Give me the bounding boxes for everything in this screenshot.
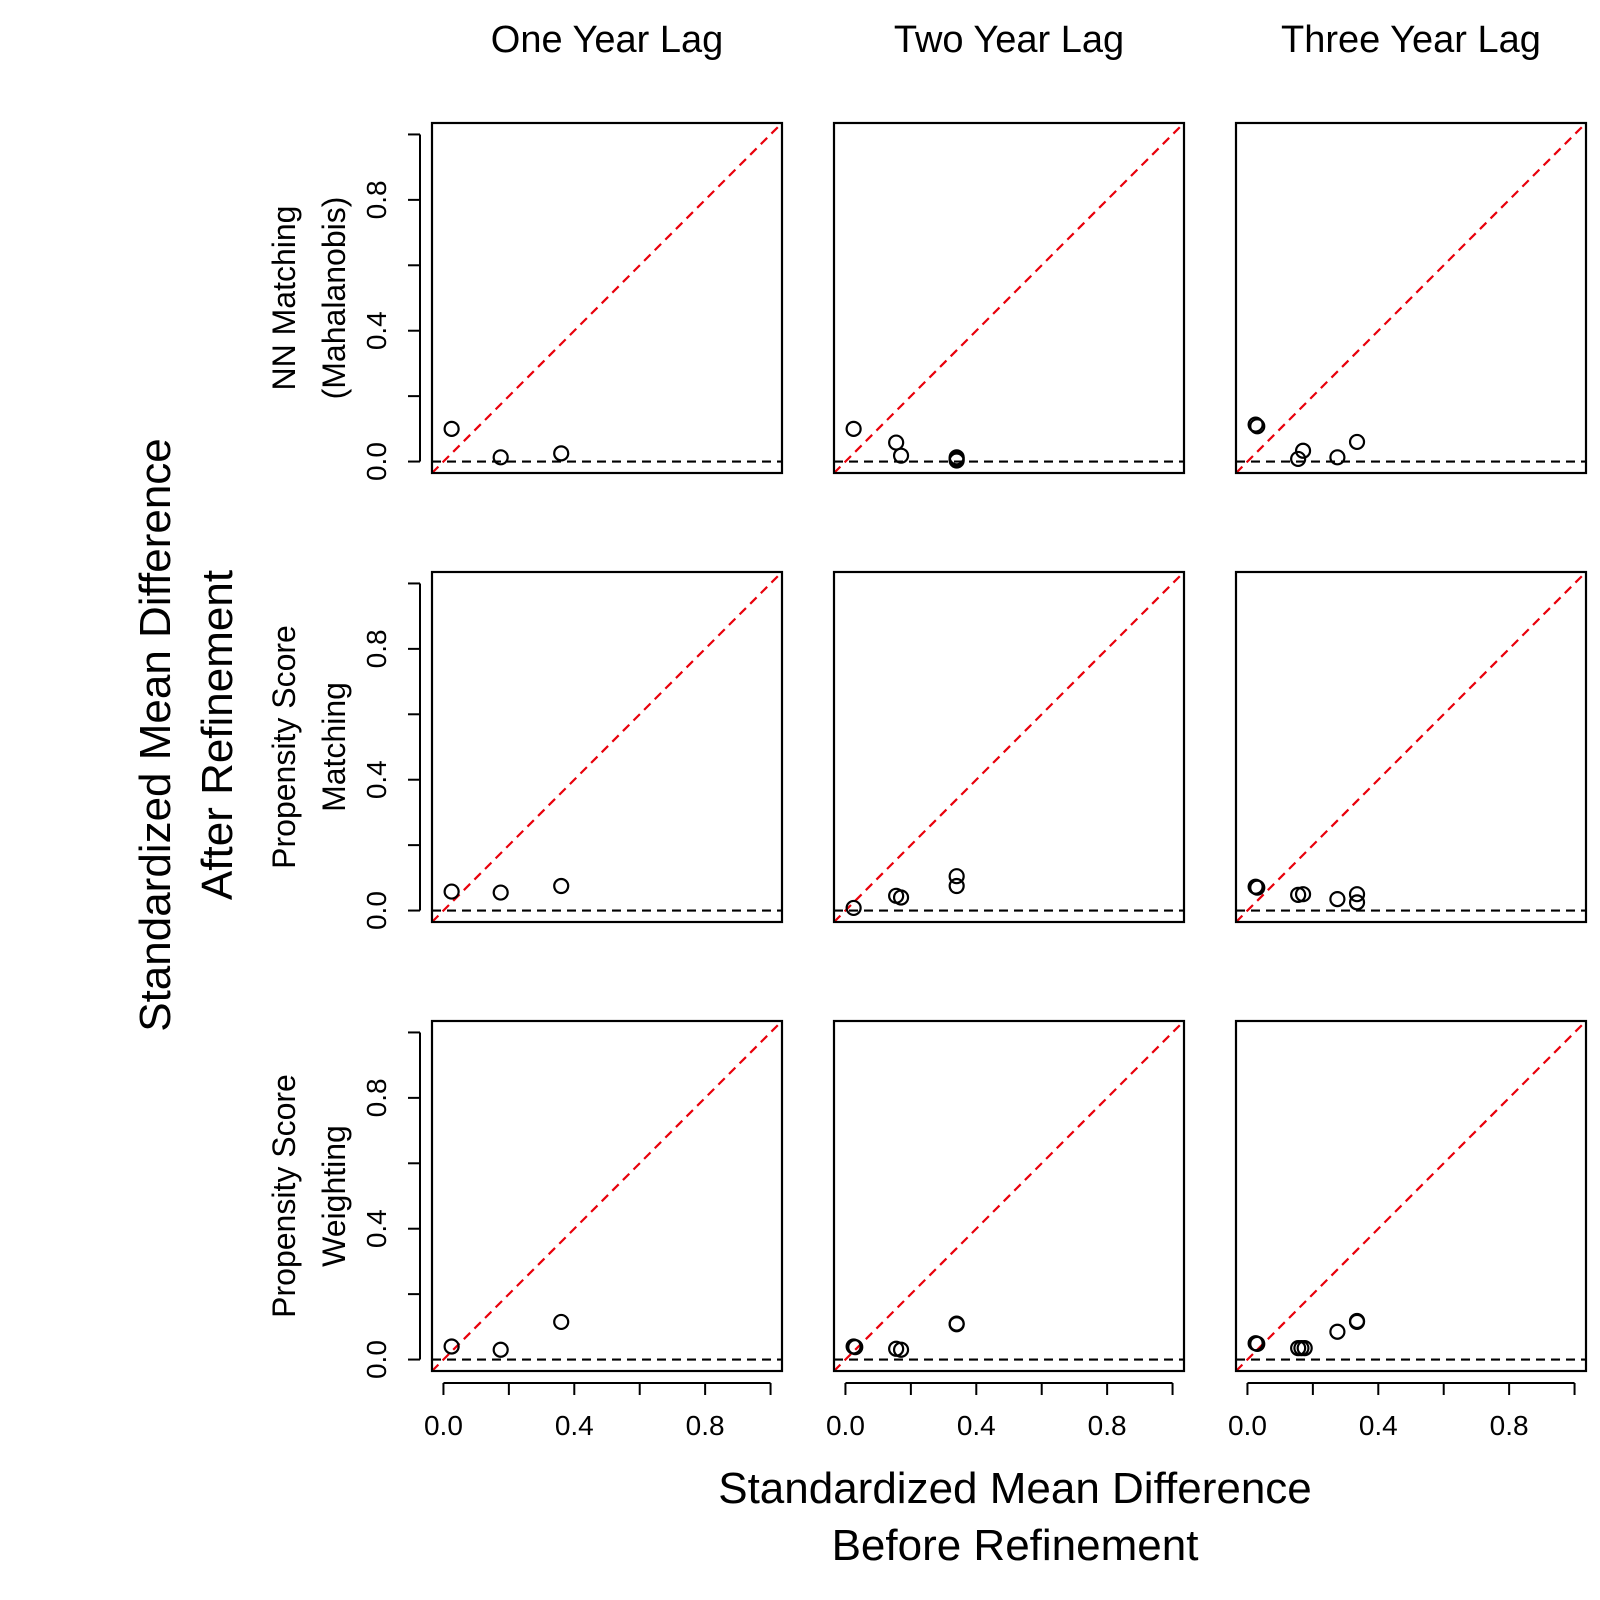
data-point [443, 883, 460, 900]
row-title: NN Matching [266, 206, 302, 391]
x-tick-label: 0.4 [1359, 1410, 1398, 1441]
identity-reference-line [1236, 1021, 1586, 1371]
x-axis-title-line-2: Before Refinement [832, 1521, 1199, 1570]
panel-r1-c2 [1234, 570, 1588, 924]
data-point [492, 1341, 509, 1358]
panels-group: One Year Lag Two Year Lag Three Year Lag NN… [266, 19, 1588, 1441]
identity-reference-line [1236, 123, 1586, 473]
data-point [892, 447, 910, 464]
data-point [845, 420, 862, 437]
data-point [492, 884, 509, 901]
data-point [1247, 416, 1264, 433]
y-axis-title-line-2: After Refinement [193, 570, 242, 900]
y-tick-label: 0.0 [361, 891, 392, 930]
panel-r1-c0: 0.0 0.4 0.8 [361, 570, 784, 930]
x-tick-label: 0.8 [1490, 1410, 1529, 1441]
x-tick-label: 0.4 [555, 1410, 594, 1441]
row-title: Propensity Score [266, 625, 302, 869]
panel-r0-c0: 0.0 0.4 0.8 [361, 121, 784, 481]
data-point [1348, 886, 1366, 903]
data-point [443, 420, 460, 437]
data-point [553, 1313, 570, 1331]
data-point [1329, 891, 1346, 908]
identity-reference-line [1236, 572, 1586, 922]
data-point [892, 889, 910, 906]
identity-reference-line [432, 123, 782, 473]
y-tick-label: 0.4 [361, 311, 392, 350]
data-point [1296, 1340, 1313, 1357]
panel-frame [430, 121, 784, 475]
x-tick-label: 0.4 [957, 1410, 996, 1441]
identity-reference-line [432, 572, 782, 922]
panel-frame [832, 570, 1186, 924]
data-point [1249, 1335, 1266, 1352]
panel-r2-c1: 0.0 0.4 0.8 [826, 1019, 1186, 1441]
identity-reference-line [834, 123, 1184, 473]
data-point [1348, 1313, 1366, 1331]
data-point [948, 877, 965, 895]
data-point [1290, 450, 1307, 468]
data-point [845, 899, 862, 917]
panel-r2-c2: 0.0 0.4 0.8 [1228, 1019, 1588, 1441]
data-point [1294, 886, 1312, 903]
row-title: Weighting [316, 1125, 352, 1267]
data-point [1329, 1323, 1346, 1340]
row-title: Matching [316, 682, 352, 812]
data-point [1348, 433, 1366, 451]
row-title: Propensity Score [266, 1074, 302, 1318]
x-tick-label: 0.0 [1228, 1410, 1267, 1441]
data-point [1293, 1340, 1310, 1357]
data-point [1348, 894, 1366, 911]
x-axis-title-line-1: Standardized Mean Difference [718, 1464, 1312, 1513]
panel-frame [430, 570, 784, 924]
data-point [948, 1316, 965, 1333]
panel-frame [1234, 1019, 1588, 1373]
x-tick-label: 0.0 [424, 1410, 463, 1441]
identity-reference-line [834, 1021, 1184, 1371]
data-point [553, 445, 570, 462]
y-tick-label: 0.0 [361, 442, 392, 481]
data-point [492, 449, 509, 466]
x-tick-label: 0.8 [686, 1410, 725, 1441]
identity-reference-line [432, 1021, 782, 1371]
data-point [1294, 442, 1312, 459]
data-point [1249, 879, 1266, 896]
data-point [1249, 418, 1266, 435]
data-point [847, 1339, 864, 1356]
data-point [892, 1341, 910, 1358]
panel-r0-c1 [832, 121, 1186, 475]
panel-r0-c2 [1234, 121, 1588, 475]
data-point [553, 877, 570, 895]
data-point [1329, 449, 1346, 466]
y-tick-label: 0.4 [361, 760, 392, 799]
data-point [443, 1338, 460, 1355]
row-title: (Mahalanobis) [316, 197, 352, 400]
y-tick-label: 0.8 [361, 1078, 392, 1117]
data-point [948, 868, 965, 885]
identity-reference-line [834, 572, 1184, 922]
panel-frame [832, 121, 1186, 475]
y-axis-title-line-1: Standardized Mean Difference [131, 438, 180, 1032]
panel-frame [430, 1019, 784, 1373]
y-tick-label: 0.0 [361, 1340, 392, 1379]
panel-frame [1234, 121, 1588, 475]
panel-r1-c1 [832, 570, 1186, 924]
panel-frame [832, 1019, 1186, 1373]
data-point [948, 452, 965, 469]
x-tick-label: 0.0 [826, 1410, 865, 1441]
data-point [888, 434, 905, 451]
panel-frame [1234, 570, 1588, 924]
x-tick-label: 0.8 [1088, 1410, 1127, 1441]
column-title: Three Year Lag [1281, 19, 1541, 61]
y-tick-label: 0.8 [361, 180, 392, 219]
y-tick-label: 0.4 [361, 1209, 392, 1248]
column-title: One Year Lag [491, 19, 723, 61]
column-title: Two Year Lag [894, 19, 1124, 61]
panel-r2-c0: 0.0 0.4 0.8 0.0 0.4 0.8 [361, 1019, 784, 1441]
y-tick-label: 0.8 [361, 629, 392, 668]
